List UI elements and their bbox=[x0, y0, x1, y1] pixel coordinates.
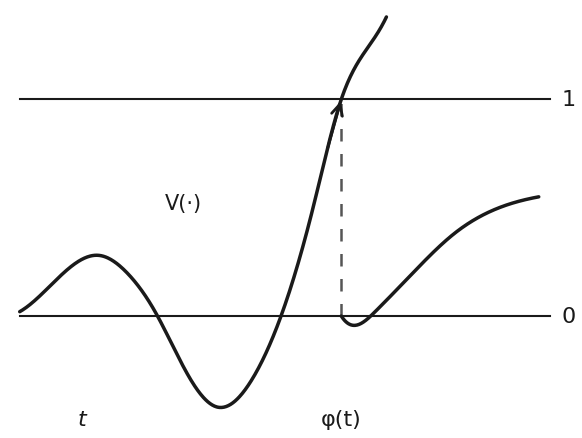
Text: 1: 1 bbox=[561, 90, 576, 110]
Text: t: t bbox=[77, 409, 86, 429]
Text: V(·): V(·) bbox=[165, 194, 202, 214]
Text: φ(t): φ(t) bbox=[321, 409, 361, 429]
Text: 0: 0 bbox=[561, 306, 576, 326]
